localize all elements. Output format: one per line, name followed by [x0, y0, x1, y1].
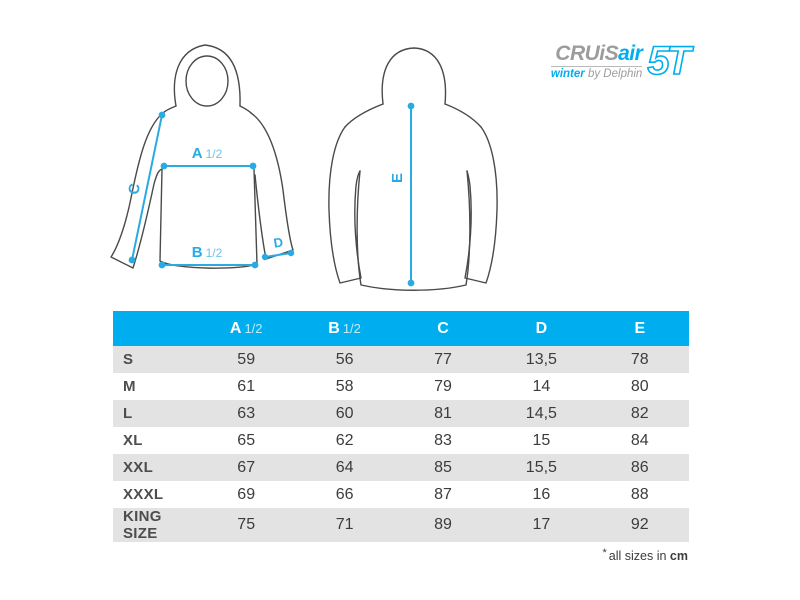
- measurement-label-c: C: [125, 182, 144, 196]
- brand-subtitle: winter by Delphin: [551, 68, 642, 81]
- size-value: 67: [237, 458, 256, 476]
- measurement-dot: [407, 102, 415, 110]
- measurement-label-b: B 1/2: [192, 244, 223, 261]
- size-value: 61: [237, 377, 256, 395]
- size-value: 16: [532, 485, 551, 503]
- header-cell-empty: [113, 311, 197, 346]
- size-value: 81: [434, 404, 452, 422]
- measurement-a: A 1/2: [160, 145, 257, 170]
- brand-wordmark: CRUiSair winter by Delphin: [550, 42, 643, 81]
- size-value: 83: [434, 431, 452, 449]
- table-row: XL 65 62 83 15 84: [113, 427, 689, 454]
- brand-logo: CRUiSair winter by Delphin 5T: [550, 39, 692, 83]
- units-footnote: * all sizes in cm: [602, 547, 688, 563]
- measurement-e: E: [389, 102, 415, 287]
- measurement-dot: [128, 256, 136, 264]
- size-value: 15,5: [525, 458, 557, 476]
- size-table: A 1/2 B 1/2 C D E S 59 56 77 13,5 78 M 61 …: [113, 311, 689, 542]
- size-value: 65: [237, 431, 256, 449]
- measurement-b: B 1/2: [158, 244, 259, 269]
- measurement-dot: [251, 261, 259, 269]
- size-value: 77: [434, 350, 452, 368]
- header-cell-d: D: [492, 311, 591, 346]
- size-value: 15: [532, 431, 551, 449]
- size-value: 85: [434, 458, 452, 476]
- measurement-dot: [160, 162, 168, 170]
- header-cell-a: A 1/2: [197, 311, 296, 346]
- measurement-dot: [407, 279, 415, 287]
- size-label: XL: [123, 432, 143, 449]
- table-row: XXL 67 64 85 15,5 86: [113, 454, 689, 481]
- size-value: 17: [532, 516, 551, 533]
- jacket-measurement-diagram: A 1/2 B 1/2 C D E: [110, 44, 498, 291]
- measurement-label-d: D: [272, 234, 284, 250]
- measurement-dot: [158, 261, 166, 269]
- size-value: 69: [237, 485, 256, 503]
- measurement-dot: [287, 249, 295, 257]
- size-value: 71: [335, 516, 354, 533]
- size-value: 88: [630, 485, 649, 503]
- size-label: S: [123, 351, 134, 368]
- size-value: 14: [532, 377, 551, 395]
- size-value: 79: [434, 377, 452, 395]
- size-table-body: S 59 56 77 13,5 78 M 61 58 79 14 80 L 63…: [113, 346, 689, 542]
- size-value: 60: [335, 404, 354, 422]
- size-value: 64: [335, 458, 354, 476]
- size-value: 87: [434, 485, 452, 503]
- measurement-label-e: E: [389, 173, 406, 183]
- size-value: 63: [237, 404, 256, 422]
- size-value: 78: [630, 350, 649, 368]
- size-value: 13,5: [525, 350, 557, 368]
- size-label: M: [123, 378, 136, 395]
- size-value: 59: [237, 350, 256, 368]
- size-label: L: [123, 405, 133, 422]
- brand-name: CRUiSair: [550, 42, 643, 67]
- table-row: KING SIZE 75 71 89 17 92: [113, 508, 689, 542]
- header-row: A 1/2 B 1/2 C D E: [113, 311, 689, 346]
- size-table-header: A 1/2 B 1/2 C D E: [113, 311, 689, 346]
- footnote-asterisk: *: [602, 547, 607, 559]
- size-label: KING SIZE: [123, 508, 162, 542]
- measurement-d: D: [261, 234, 295, 261]
- size-value: 62: [335, 431, 354, 449]
- brand-subtitle-by: by Delphin: [587, 68, 643, 80]
- header-cell-c: C: [393, 311, 493, 346]
- size-value: 58: [335, 377, 354, 395]
- header-cell-e: E: [590, 311, 689, 346]
- table-row: L 63 60 81 14,5 82: [113, 400, 689, 427]
- size-label: XXXL: [123, 486, 164, 503]
- size-value: 89: [434, 516, 452, 533]
- size-label: XXL: [123, 459, 154, 476]
- table-row: M 61 58 79 14 80: [113, 373, 689, 400]
- back-jacket-outline: [328, 47, 498, 291]
- footnote-unit: cm: [669, 549, 688, 563]
- brand-badge-5t: 5T: [647, 39, 692, 83]
- measurement-label-a: A 1/2: [192, 145, 223, 162]
- table-row: S 59 56 77 13,5 78: [113, 346, 689, 373]
- measurement-dot: [158, 111, 166, 119]
- measurement-c: C: [125, 111, 166, 264]
- size-value: 86: [630, 458, 649, 476]
- size-value: 75: [237, 516, 256, 533]
- size-value: 82: [630, 404, 649, 422]
- size-value: 56: [335, 350, 354, 368]
- footnote-text: all sizes in: [608, 549, 667, 563]
- measurement-dot: [249, 162, 257, 170]
- size-value: 66: [335, 485, 354, 503]
- table-row: XXXL 69 66 87 16 88: [113, 481, 689, 508]
- measurement-dot: [261, 253, 269, 261]
- brand-name-cyan: air: [618, 42, 643, 65]
- header-cell-b: B 1/2: [295, 311, 394, 346]
- brand-name-gray: CRUiS: [555, 42, 619, 65]
- size-value: 92: [630, 516, 649, 533]
- size-value: 14,5: [525, 404, 557, 422]
- size-value: 84: [630, 431, 649, 449]
- brand-subtitle-winter: winter: [550, 68, 585, 80]
- size-value: 80: [630, 377, 649, 395]
